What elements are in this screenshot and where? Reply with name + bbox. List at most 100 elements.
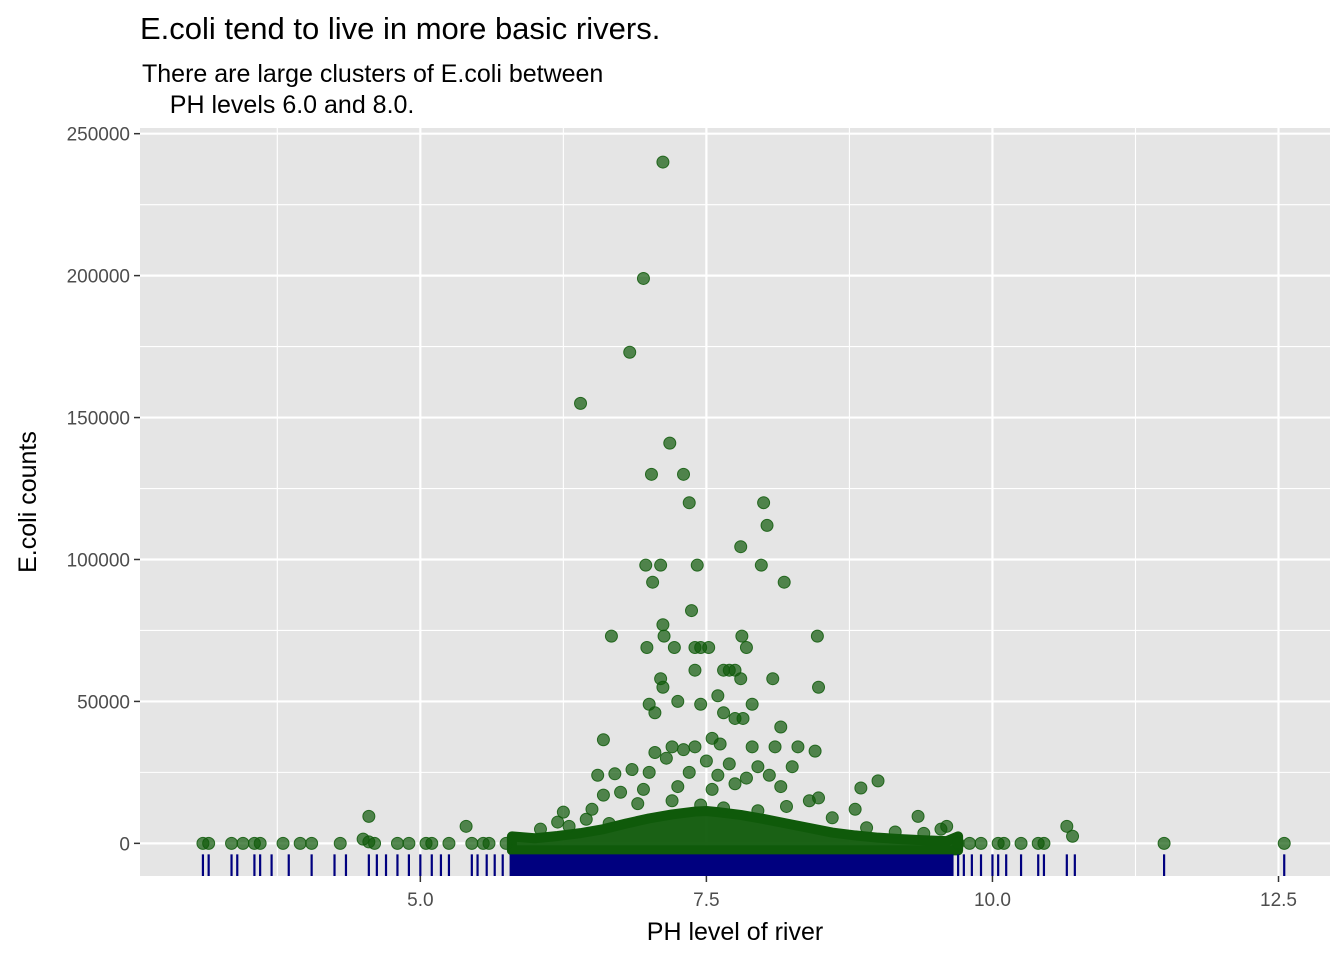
- data-point: [774, 780, 788, 794]
- data-point: [688, 740, 702, 754]
- data-point: [556, 805, 570, 819]
- data-point: [533, 822, 547, 836]
- data-point: [888, 825, 902, 839]
- chart-subtitle: There are large clusters of E.coli betwe…: [142, 60, 610, 119]
- plot-panel: [140, 128, 1330, 876]
- y-tick-label: 50000: [77, 692, 130, 713]
- y-tick-label: 150000: [67, 409, 130, 430]
- data-point: [656, 155, 670, 169]
- data-point: [754, 558, 768, 572]
- x-tick-label: 5.0: [407, 890, 433, 911]
- data-point: [654, 558, 668, 572]
- data-point: [644, 467, 658, 481]
- data-point: [911, 809, 925, 823]
- y-tick-label: 100000: [67, 550, 130, 571]
- data-point: [739, 771, 753, 785]
- data-point: [785, 760, 799, 774]
- data-point: [751, 804, 765, 818]
- data-point: [425, 836, 439, 850]
- data-point: [202, 836, 216, 850]
- dense-band-shape: [506, 805, 964, 856]
- x-axis-title: PH level of river: [647, 918, 823, 946]
- data-point: [642, 765, 656, 779]
- data-point: [671, 694, 685, 708]
- data-point: [442, 836, 456, 850]
- data-point: [717, 801, 731, 815]
- data-point: [777, 575, 791, 589]
- data-point: [305, 836, 319, 850]
- dense-point-band: [506, 805, 964, 856]
- data-point: [623, 345, 637, 359]
- data-point: [1014, 836, 1028, 850]
- data-point: [736, 711, 750, 725]
- data-point: [596, 733, 610, 747]
- data-point: [735, 629, 749, 643]
- data-point: [974, 836, 988, 850]
- data-point: [677, 467, 691, 481]
- data-point: [1060, 819, 1074, 833]
- x-tick-label: 10.0: [974, 890, 1011, 911]
- chart-subtitle-line-2: PH levels 6.0 and 8.0.: [142, 91, 414, 119]
- data-point: [760, 518, 774, 532]
- data-point: [1277, 836, 1291, 850]
- data-point: [225, 836, 239, 850]
- data-point: [688, 663, 702, 677]
- data-point: [663, 436, 677, 450]
- data-point: [482, 836, 496, 850]
- data-point: [1157, 836, 1171, 850]
- data-point: [574, 396, 588, 410]
- grid-minor: [140, 128, 1330, 876]
- data-point: [774, 720, 788, 734]
- data-point: [656, 618, 670, 632]
- data-point: [713, 737, 727, 751]
- y-axis-title: E.coli counts: [14, 431, 42, 573]
- data-point: [677, 743, 691, 757]
- data-point: [699, 754, 713, 768]
- data-point: [722, 757, 736, 771]
- data-point: [646, 575, 660, 589]
- data-point: [665, 794, 679, 808]
- y-tick-label: 250000: [67, 125, 130, 146]
- data-point: [499, 836, 513, 850]
- data-point: [625, 763, 639, 777]
- data-point: [596, 788, 610, 802]
- data-point: [682, 496, 696, 510]
- data-point: [591, 768, 605, 782]
- data-point: [766, 672, 780, 686]
- data-point: [940, 819, 954, 833]
- data-point: [791, 740, 805, 754]
- data-point: [757, 496, 771, 510]
- data-point: [728, 777, 742, 791]
- data-point: [640, 640, 654, 654]
- data-point: [917, 826, 931, 840]
- data-point: [333, 836, 347, 850]
- data-point: [667, 640, 681, 654]
- data-point: [702, 640, 716, 654]
- data-point: [362, 809, 376, 823]
- data-point: [659, 751, 673, 765]
- data-point: [604, 629, 618, 643]
- chart-title: E.coli tend to live in more basic rivers…: [140, 11, 660, 46]
- data-point: [459, 819, 473, 833]
- y-tick-label: 200000: [67, 267, 130, 288]
- data-point: [402, 836, 416, 850]
- y-axis-ticks: 0 50000 100000 150000 200000 250000: [67, 125, 140, 855]
- data-point: [276, 836, 290, 850]
- data-point: [997, 836, 1011, 850]
- data-point: [711, 689, 725, 703]
- data-point: [236, 836, 250, 850]
- data-point: [871, 774, 885, 788]
- data-point: [690, 558, 704, 572]
- rug-dense-block: [509, 854, 954, 876]
- x-axis-ticks: 5.0 7.5 10.0 12.5: [407, 876, 1297, 911]
- data-point: [810, 629, 824, 643]
- data-point: [579, 812, 593, 826]
- data-point: [665, 740, 679, 754]
- data-point: [860, 821, 874, 835]
- y-tick-label: 0: [119, 834, 130, 855]
- data-point: [717, 706, 731, 720]
- data-point: [685, 604, 699, 618]
- data-point: [671, 780, 685, 794]
- data-point: [745, 740, 759, 754]
